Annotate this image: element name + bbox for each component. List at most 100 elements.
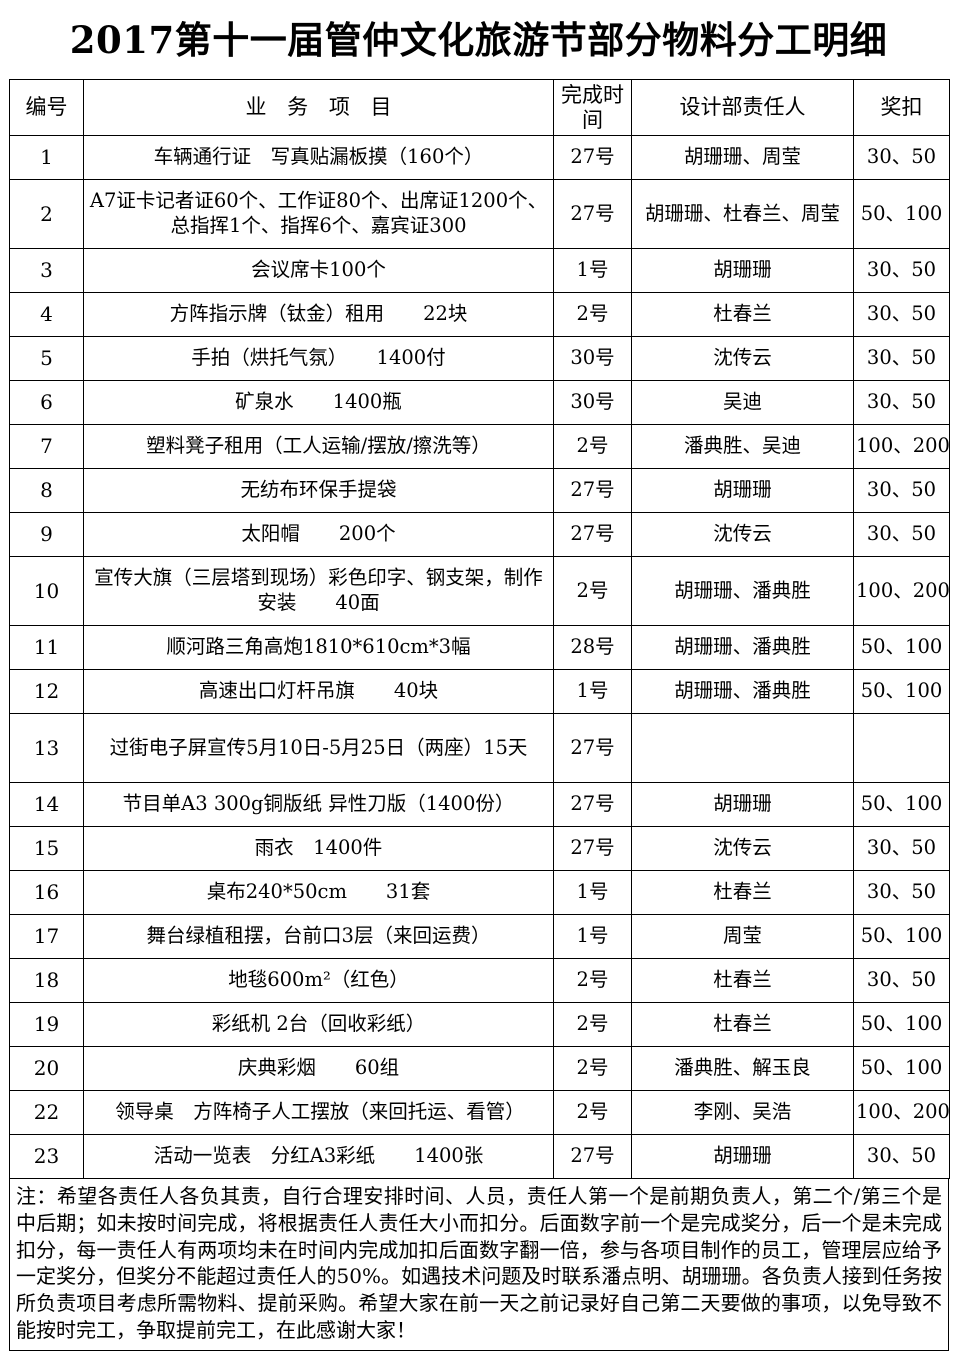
column-header-item: 业 务 项 目 xyxy=(83,79,554,136)
table-row: 15 雨衣 1400件 27号 沈传云 30、50 xyxy=(9,826,950,871)
materials-assignment-table: 编号 业 务 项 目 完成时 间 设计部责任人 奖扣 1 车辆通行证 写真贴漏板… xyxy=(9,79,950,1179)
cell-owner: 潘典胜、解玉良 xyxy=(631,1046,854,1091)
cell-score: 100、200 xyxy=(853,424,950,469)
cell-score: 50、100 xyxy=(853,625,950,670)
table-row: 14 节目单A3 300g铜版纸 异性刀版（1400份） 27号 胡珊珊 50、… xyxy=(9,782,950,827)
cell-owner: 胡珊珊、潘典胜 xyxy=(631,669,854,714)
cell-date: 27号 xyxy=(553,468,632,513)
cell-owner: 胡珊珊、杜春兰、周莹 xyxy=(631,179,854,249)
cell-score: 30、50 xyxy=(853,870,950,915)
table-row: 22 领导桌 方阵椅子人工摆放（来回托运、看管） 2号 李刚、吴浩 100、20… xyxy=(9,1090,950,1135)
table-row: 2 A7证卡记者证60个、工作证80个、出席证1200个、总指挥1个、指挥6个、… xyxy=(9,179,950,249)
table-row: 4 方阵指示牌（钛金）租用 22块 2号 杜春兰 30、50 xyxy=(9,292,950,337)
cell-no: 7 xyxy=(9,424,84,469)
cell-no: 14 xyxy=(9,782,84,827)
cell-score: 50、100 xyxy=(853,669,950,714)
cell-score: 30、50 xyxy=(853,336,950,381)
table-row: 23 活动一览表 分红A3彩纸 1400张 27号 胡珊珊 30、50 xyxy=(9,1134,950,1179)
cell-score: 30、50 xyxy=(853,1134,950,1179)
cell-no: 9 xyxy=(9,512,84,557)
cell-item: 桌布240*50cm 31套 xyxy=(83,870,554,915)
cell-score: 50、100 xyxy=(853,1046,950,1091)
cell-score: 30、50 xyxy=(853,826,950,871)
cell-owner: 胡珊珊、周莹 xyxy=(631,135,854,180)
cell-owner: 胡珊珊 xyxy=(631,782,854,827)
cell-no: 11 xyxy=(9,625,84,670)
cell-no: 6 xyxy=(9,380,84,425)
table-row: 19 彩纸机 2台（回收彩纸） 2号 杜春兰 50、100 xyxy=(9,1002,950,1047)
cell-no: 17 xyxy=(9,914,84,959)
cell-item: 地毯600m²（红色） xyxy=(83,958,554,1003)
cell-date: 27号 xyxy=(553,782,632,827)
column-header-no: 编号 xyxy=(9,79,84,136)
cell-score xyxy=(853,713,950,783)
cell-owner: 杜春兰 xyxy=(631,1002,854,1047)
cell-date: 27号 xyxy=(553,135,632,180)
cell-date: 1号 xyxy=(553,870,632,915)
cell-no: 10 xyxy=(9,556,84,626)
cell-score: 30、50 xyxy=(853,248,950,293)
cell-owner: 杜春兰 xyxy=(631,292,854,337)
cell-item: 领导桌 方阵椅子人工摆放（来回托运、看管） xyxy=(83,1090,554,1135)
cell-item: 车辆通行证 写真贴漏板摸（160个） xyxy=(83,135,554,180)
cell-date: 2号 xyxy=(553,1090,632,1135)
cell-item: 顺河路三角高炮1810*610cm*3幅 xyxy=(83,625,554,670)
cell-item: 方阵指示牌（钛金）租用 22块 xyxy=(83,292,554,337)
cell-score: 30、50 xyxy=(853,958,950,1003)
cell-owner: 沈传云 xyxy=(631,336,854,381)
cell-date: 2号 xyxy=(553,1046,632,1091)
cell-owner: 胡珊珊、潘典胜 xyxy=(631,556,854,626)
column-header-date-line1: 完成时 xyxy=(561,82,624,107)
cell-date: 2号 xyxy=(553,424,632,469)
table-body: 1 车辆通行证 写真贴漏板摸（160个） 27号 胡珊珊、周莹 30、50 2 … xyxy=(9,135,950,1179)
table-row: 18 地毯600m²（红色） 2号 杜春兰 30、50 xyxy=(9,958,950,1003)
table-row: 7 塑料凳子租用（工人运输/摆放/擦洗等） 2号 潘典胜、吴迪 100、200 xyxy=(9,424,950,469)
cell-date: 1号 xyxy=(553,669,632,714)
table-row: 9 太阳帽 200个 27号 沈传云 30、50 xyxy=(9,512,950,557)
cell-item: 活动一览表 分红A3彩纸 1400张 xyxy=(83,1134,554,1179)
cell-item: 会议席卡100个 xyxy=(83,248,554,293)
table-row: 5 手拍（烘托气氛） 1400付 30号 沈传云 30、50 xyxy=(9,336,950,381)
cell-item: 宣传大旗（三层塔到现场）彩色印字、钢支架，制作安装 40面 xyxy=(83,556,554,626)
cell-score: 30、50 xyxy=(853,380,950,425)
table-row: 8 无纺布环保手提袋 27号 胡珊珊 30、50 xyxy=(9,468,950,513)
cell-date: 27号 xyxy=(553,826,632,871)
cell-item: 无纺布环保手提袋 xyxy=(83,468,554,513)
cell-item: 太阳帽 200个 xyxy=(83,512,554,557)
cell-owner: 杜春兰 xyxy=(631,870,854,915)
cell-no: 15 xyxy=(9,826,84,871)
cell-item: 雨衣 1400件 xyxy=(83,826,554,871)
cell-score: 30、50 xyxy=(853,135,950,180)
cell-date: 1号 xyxy=(553,248,632,293)
cell-no: 1 xyxy=(9,135,84,180)
cell-date: 2号 xyxy=(553,556,632,626)
table-row: 16 桌布240*50cm 31套 1号 杜春兰 30、50 xyxy=(9,870,950,915)
cell-owner xyxy=(631,713,854,783)
table-row: 6 矿泉水 1400瓶 30号 吴迪 30、50 xyxy=(9,380,950,425)
table-row: 3 会议席卡100个 1号 胡珊珊 30、50 xyxy=(9,248,950,293)
cell-no: 23 xyxy=(9,1134,84,1179)
cell-no: 2 xyxy=(9,179,84,249)
cell-owner: 胡珊珊 xyxy=(631,468,854,513)
table-row: 10 宣传大旗（三层塔到现场）彩色印字、钢支架，制作安装 40面 2号 胡珊珊、… xyxy=(9,556,950,626)
cell-no: 16 xyxy=(9,870,84,915)
cell-score: 50、100 xyxy=(853,1002,950,1047)
cell-item: 手拍（烘托气氛） 1400付 xyxy=(83,336,554,381)
cell-date: 27号 xyxy=(553,179,632,249)
column-header-date-line2: 间 xyxy=(582,107,603,132)
cell-date: 30号 xyxy=(553,380,632,425)
cell-score: 50、100 xyxy=(853,782,950,827)
table-row: 11 顺河路三角高炮1810*610cm*3幅 28号 胡珊珊、潘典胜 50、1… xyxy=(9,625,950,670)
column-header-owner: 设计部责任人 xyxy=(631,79,854,136)
cell-item: 塑料凳子租用（工人运输/摆放/擦洗等） xyxy=(83,424,554,469)
cell-owner: 沈传云 xyxy=(631,512,854,557)
cell-score: 30、50 xyxy=(853,292,950,337)
table-row: 1 车辆通行证 写真贴漏板摸（160个） 27号 胡珊珊、周莹 30、50 xyxy=(9,135,950,180)
cell-no: 5 xyxy=(9,336,84,381)
cell-no: 22 xyxy=(9,1090,84,1135)
cell-item: A7证卡记者证60个、工作证80个、出席证1200个、总指挥1个、指挥6个、嘉宾… xyxy=(83,179,554,249)
cell-date: 27号 xyxy=(553,512,632,557)
footer-note: 注：希望各责任人各负其责，自行合理安排时间、人员，责任人第一个是前期负责人，第二… xyxy=(9,1179,949,1351)
header-row: 编号 业 务 项 目 完成时 间 设计部责任人 奖扣 xyxy=(9,79,950,136)
